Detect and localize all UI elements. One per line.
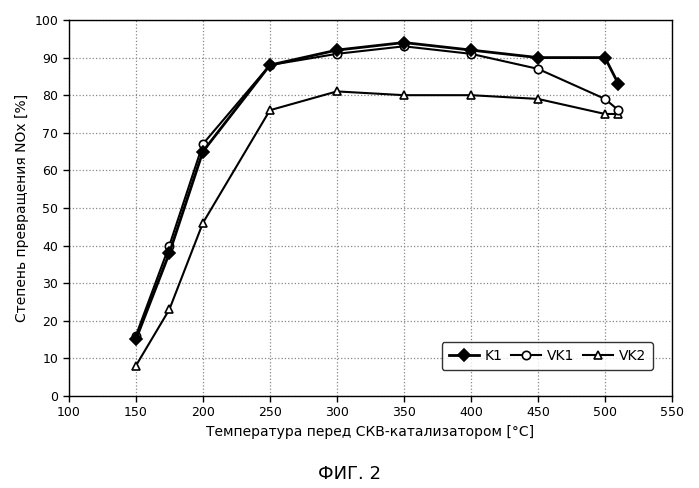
K1: [266, 62, 274, 68]
VK1: [333, 51, 341, 57]
Y-axis label: Степень превращения NOх [%]: Степень превращения NOх [%]: [15, 94, 29, 322]
K1: [333, 47, 341, 53]
Text: ФИГ. 2: ФИГ. 2: [318, 465, 381, 483]
K1: [199, 149, 207, 155]
VK2: [600, 111, 609, 117]
VK2: [467, 92, 475, 98]
K1: [131, 337, 140, 343]
VK2: [333, 88, 341, 94]
Line: K1: K1: [131, 39, 623, 344]
VK1: [165, 243, 173, 248]
VK1: [131, 333, 140, 339]
VK1: [534, 66, 542, 72]
K1: [467, 47, 475, 53]
VK2: [614, 111, 623, 117]
K1: [400, 40, 408, 45]
VK2: [266, 107, 274, 113]
K1: [165, 250, 173, 256]
K1: [534, 55, 542, 61]
VK2: [534, 96, 542, 102]
VK1: [614, 107, 623, 113]
VK1: [266, 62, 274, 68]
Legend: K1, VK1, VK2: K1, VK1, VK2: [442, 342, 653, 370]
VK2: [165, 306, 173, 312]
VK1: [467, 51, 475, 57]
Line: VK1: VK1: [131, 42, 623, 340]
K1: [600, 55, 609, 61]
VK2: [199, 220, 207, 226]
Line: VK2: VK2: [131, 87, 623, 370]
VK1: [400, 43, 408, 49]
K1: [614, 81, 623, 87]
VK2: [131, 363, 140, 369]
VK2: [400, 92, 408, 98]
VK1: [199, 141, 207, 147]
X-axis label: Температура перед СКВ-катализатором [°C]: Температура перед СКВ-катализатором [°C]: [206, 425, 535, 439]
VK1: [600, 96, 609, 102]
